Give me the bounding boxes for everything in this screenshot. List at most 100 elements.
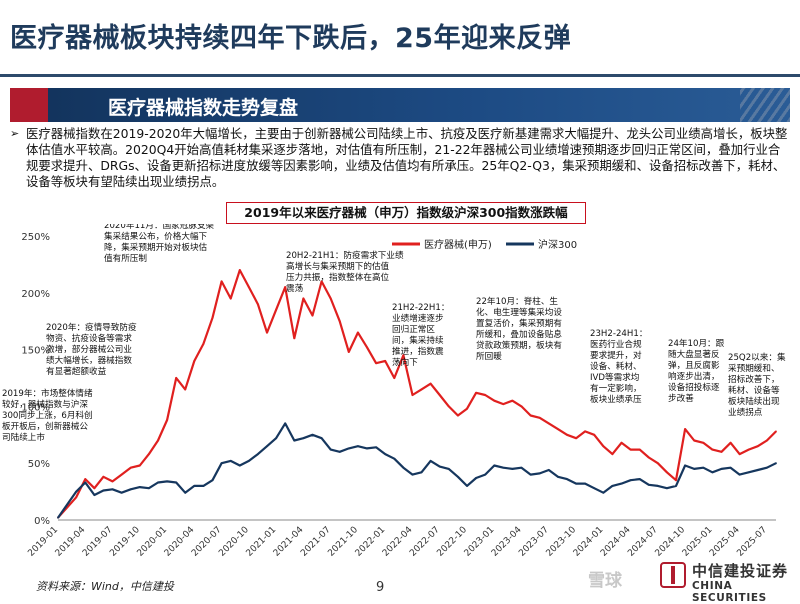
data-point xyxy=(666,471,668,474)
data-point xyxy=(638,448,641,451)
annotation-line: 有一定影响， xyxy=(590,382,642,394)
data-point xyxy=(438,465,441,468)
data-point xyxy=(393,377,396,379)
annotation-line: 步改善 xyxy=(668,392,694,404)
data-point xyxy=(166,419,168,421)
data-point xyxy=(366,447,368,450)
annotation-line: 激增，部分器械公司业 xyxy=(46,343,132,355)
data-point xyxy=(493,464,496,467)
annotation-line: 设备、耗材、 xyxy=(590,360,642,372)
annotation-line: 板块陆续出现 xyxy=(728,395,780,407)
data-point xyxy=(775,430,777,433)
data-point xyxy=(456,414,459,417)
annotation-line: 压力共振，指数整体在高位 xyxy=(286,271,390,283)
data-point xyxy=(511,467,514,470)
annotation-line: 震荡 xyxy=(286,282,304,294)
annotation-line: 荡向下 xyxy=(392,356,418,368)
annotation-line: 采预期缓和、 xyxy=(728,362,780,374)
annotation-line: 降，集采预期开始对板块估 xyxy=(104,241,208,253)
annotation-line: 有显著超额收益 xyxy=(46,365,107,377)
annotation-line: 值有所压制 xyxy=(104,252,147,264)
annotation-line: 响逐步出清， xyxy=(668,370,720,382)
data-point xyxy=(475,477,477,479)
annotation-line: 贷款政策预期，板块有 xyxy=(476,339,562,351)
data-point xyxy=(556,428,559,431)
annotation-line: 司陆续上市 xyxy=(2,431,45,443)
y-tick-label: 250% xyxy=(21,232,50,243)
annotation-line: 置复活价，集采预期有 xyxy=(476,317,562,329)
data-point xyxy=(429,382,432,385)
data-point xyxy=(684,464,687,467)
data-point xyxy=(284,422,287,425)
data-point xyxy=(438,394,441,396)
brand-name-cn: 中信建投证券 xyxy=(692,562,789,580)
data-point xyxy=(238,464,241,467)
data-point xyxy=(275,308,278,311)
data-point xyxy=(638,478,641,481)
data-point xyxy=(538,472,541,475)
data-point xyxy=(656,485,659,487)
data-point xyxy=(157,439,159,442)
data-point xyxy=(84,478,87,481)
data-point xyxy=(556,475,559,478)
data-point xyxy=(120,473,123,476)
data-point xyxy=(384,453,387,456)
series-line-hs300 xyxy=(57,422,777,519)
data-point xyxy=(147,453,150,456)
data-point xyxy=(229,297,232,300)
data-point xyxy=(138,464,141,467)
data-point xyxy=(529,414,532,417)
data-point xyxy=(729,441,732,444)
annotation-line: 耗材、设备等 xyxy=(728,384,780,396)
data-point xyxy=(747,448,750,451)
data-point xyxy=(666,487,668,490)
data-point xyxy=(193,360,196,362)
intro-text: 医疗器械指数在2019-2020年大幅增长，主要由于创新器械公司陆续上市、抗疫及… xyxy=(26,126,788,189)
data-point xyxy=(702,441,705,444)
section-title: 医疗器械指数走势复盘 xyxy=(108,97,299,119)
data-point xyxy=(547,469,550,471)
annotation-line: IVD等需求均 xyxy=(590,371,639,383)
data-point xyxy=(420,388,423,391)
data-point xyxy=(656,462,659,465)
brand-name-en: CHINA SECURITIES xyxy=(692,580,767,604)
data-point xyxy=(411,394,414,396)
data-point xyxy=(120,491,123,494)
y-tick-label: 150% xyxy=(21,346,50,357)
data-point xyxy=(266,331,268,334)
annotation-line: 较好，器械指数与沪深 xyxy=(2,398,88,410)
data-point xyxy=(511,399,514,402)
data-point xyxy=(247,460,250,462)
data-point xyxy=(711,471,714,474)
y-tick-label: 200% xyxy=(21,289,50,300)
annotation-line: 25Q2以来：集 xyxy=(728,351,786,363)
data-point xyxy=(220,462,223,465)
data-point xyxy=(184,388,187,391)
annotation-line: 回归正常区 xyxy=(392,323,435,335)
data-point xyxy=(347,447,350,450)
data-point xyxy=(347,350,350,353)
annotation-line: 推进，指数震 xyxy=(392,345,444,357)
annotation-text: 22年10月：脊柱、生化、电生理等集采均设置复活价，集采预期有所缓和，叠加设备贴… xyxy=(476,295,562,362)
annotation-line: 集采结果公布，价格大幅下 xyxy=(104,230,208,242)
data-point xyxy=(302,297,305,300)
data-point xyxy=(338,320,341,323)
data-point xyxy=(484,394,487,396)
data-point xyxy=(184,491,187,494)
annotation-line: 23H2-24H1： xyxy=(590,329,647,339)
data-point xyxy=(238,269,241,271)
x-tick-label: 2025-07 xyxy=(735,525,769,559)
data-point xyxy=(602,445,605,448)
data-point xyxy=(693,439,696,442)
data-point xyxy=(566,433,568,436)
data-point xyxy=(584,482,587,485)
annotation-line: 2020年11月：国家冠脉支架 xyxy=(104,224,215,231)
data-point xyxy=(311,433,314,436)
data-point xyxy=(357,331,359,334)
data-point xyxy=(293,439,296,442)
data-point xyxy=(466,485,468,487)
data-point xyxy=(75,496,78,499)
data-point xyxy=(766,466,768,469)
line-chart: 0%50%100%150%200%250%2019-012019-042019-… xyxy=(2,224,786,559)
data-point xyxy=(566,478,568,481)
